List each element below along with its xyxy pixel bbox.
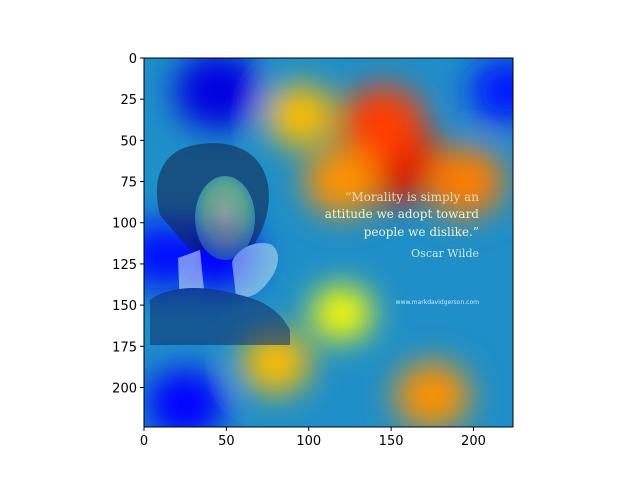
y-tick-label: 150 [112, 299, 137, 314]
heatmap-coldspot [174, 58, 262, 131]
face-shape [195, 176, 255, 260]
quote-block: “Morality is simply an attitude we adopt… [325, 190, 480, 306]
y-tick-label: 75 [120, 176, 137, 191]
x-tick-label: 100 [296, 434, 321, 449]
portrait-image [150, 143, 290, 345]
hand-shape [232, 242, 279, 298]
heatmap-coldspot [469, 58, 513, 124]
coat-shape [150, 288, 290, 345]
x-tick-label: 0 [140, 434, 148, 449]
y-tick-label: 50 [120, 134, 137, 149]
quote-url: www.markdavidgerson.com [396, 299, 479, 306]
y-axis: 0 25 50 75 100 125 150 175 200 [112, 52, 144, 396]
y-tick-label: 125 [112, 258, 137, 273]
heatmap-hotspot [265, 84, 336, 148]
x-axis: 0 50 100 150 200 [140, 427, 486, 449]
y-tick-label: 175 [112, 340, 137, 355]
quote-author: Oscar Wilde [411, 247, 479, 260]
plot-frame [143, 57, 514, 428]
heatmap-hotspot [240, 331, 311, 395]
quote-line-1: “Morality is simply an [345, 190, 479, 204]
heatmap-coldspot [145, 368, 225, 427]
heatmap-hotspot [304, 147, 380, 216]
heatmap-hotspot [426, 146, 505, 217]
x-tick-label: 50 [218, 434, 235, 449]
quote-line-2: attitude we adopt toward [325, 207, 480, 221]
y-tick-label: 25 [120, 93, 137, 108]
plot-area: “Morality is simply an attitude we adopt… [144, 58, 513, 427]
y-tick-label: 200 [112, 381, 137, 396]
y-tick-label: 100 [112, 217, 137, 232]
quote-line-3: people we dislike.” [364, 225, 479, 239]
heatmap-hotspot [340, 85, 426, 163]
x-tick-label: 150 [379, 434, 404, 449]
y-tick-label: 0 [129, 52, 137, 67]
heatmap-hotspot [394, 361, 470, 427]
heatmap-hotspot [310, 285, 373, 342]
x-tick-label: 200 [461, 434, 486, 449]
